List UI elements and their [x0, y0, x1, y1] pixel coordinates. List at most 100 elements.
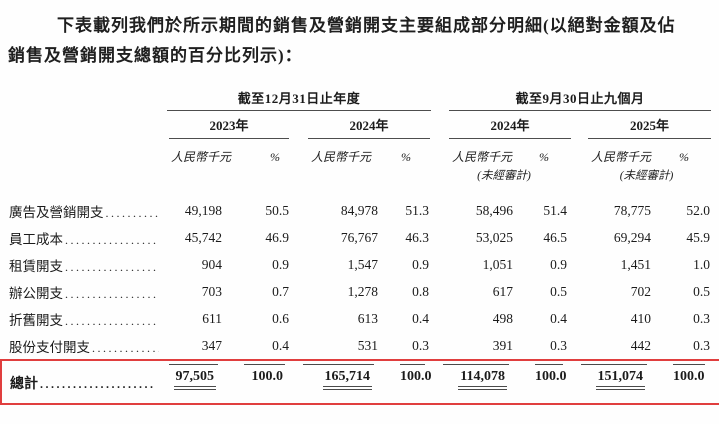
value-cell: 0.8 [412, 283, 430, 299]
value-cell: 46.3 [405, 229, 430, 245]
header-year-2024-9m: 2024年 [435, 111, 573, 139]
leader-dots: ........................................… [40, 377, 156, 391]
value-cell: 46.9 [265, 229, 289, 245]
value-cell: 531 [357, 337, 378, 353]
value-cell: 498 [492, 310, 514, 326]
unaudited-label: (未經審計) [477, 170, 531, 182]
leader-dots: ........................................… [65, 232, 159, 247]
period-group-header-row: 截至12月31日止年度 截至9月30日止九個月 [1, 87, 719, 111]
unaudited-row: (未經審計) (未經審計) [1, 167, 719, 185]
header-year-2024: 2024年 [295, 111, 435, 139]
value-cell: 442 [630, 337, 652, 353]
value-cell: 0.5 [693, 283, 711, 299]
row-label: 員工成本 [9, 231, 63, 247]
value-cell: 78,775 [613, 202, 652, 218]
row-label: 廣告及營銷開支 [9, 204, 104, 220]
total-value: 114,078 [458, 369, 508, 390]
value-cell: 0.3 [550, 337, 568, 353]
value-cell: 84,978 [340, 202, 378, 218]
value-cell: 0.6 [272, 310, 289, 326]
leader-dots: ........................................… [65, 313, 159, 328]
value-cell: 1,278 [347, 283, 378, 299]
unit-header-percent: % [270, 150, 280, 164]
sales-marketing-expenses-table: 截至12月31日止年度 截至9月30日止九個月 2023年 2024年 2024… [0, 87, 719, 405]
value-cell: 0.5 [550, 283, 568, 299]
value-cell: 1,547 [347, 256, 378, 272]
leader-dots: ........................................… [92, 340, 159, 355]
row-label: 辦公開支 [9, 285, 63, 301]
unit-header-rmb: 人民幣千元 [311, 150, 372, 164]
value-cell: 0.3 [412, 337, 430, 353]
value-cell: 69,294 [613, 229, 652, 245]
total-value: 151,074 [595, 369, 646, 390]
intro-line-2: 銷售及營銷開支總額的百分比列示)： [8, 46, 303, 65]
value-cell: 52.0 [686, 202, 711, 218]
value-cell: 49,198 [184, 202, 222, 218]
value-cell: 391 [492, 337, 514, 353]
table-row-staff-costs: 員工成本 ...................................… [1, 224, 719, 251]
table-row-office: 辦公開支 ...................................… [1, 278, 719, 305]
value-cell: 611 [202, 310, 222, 326]
header-year-2025-9m: 2025年 [573, 111, 719, 139]
value-cell: 0.3 [693, 310, 711, 326]
row-label: 租賃開支 [9, 258, 63, 274]
spacer-row [1, 185, 719, 197]
header-period-annual: 截至12月31日止年度 [161, 87, 435, 111]
leader-dots: ........................................… [65, 259, 159, 274]
value-cell: 703 [201, 283, 222, 299]
row-label: 折舊開支 [9, 312, 63, 328]
value-cell: 410 [630, 310, 652, 326]
value-cell: 0.9 [412, 256, 430, 272]
total-label: 總計 [10, 377, 38, 392]
value-cell: 58,496 [475, 202, 514, 218]
value-cell: 1,451 [620, 256, 652, 272]
unit-header-rmb: 人民幣千元 [452, 150, 513, 164]
leader-dots: ........................................… [65, 286, 159, 301]
value-cell: 45.9 [686, 229, 711, 245]
unit-header-percent: % [401, 150, 412, 164]
header-period-nine-months: 截至9月30日止九個月 [435, 87, 719, 111]
year-header-row: 2023年 2024年 2024年 2025年 [1, 111, 719, 139]
header-year-2023: 2023年 [161, 111, 295, 139]
unit-header-rmb: 人民幣千元 [171, 150, 232, 164]
table-row-advertising: 廣告及營銷開支 ................................… [1, 197, 719, 224]
total-value: 165,714 [322, 369, 372, 390]
value-cell: 1,051 [482, 256, 514, 272]
unit-header-row: 人民幣千元 % 人民幣千元 % 人民幣千元 % 人民幣千元 % [1, 139, 719, 167]
value-cell: 0.9 [550, 256, 568, 272]
value-cell: 904 [201, 256, 222, 272]
intro-paragraph: 下表載列我們於所示期間的銷售及營銷開支主要組成部分明細(以絕對金額及佔 銷售及營… [8, 11, 709, 71]
value-cell: 617 [492, 283, 514, 299]
table-row-share-based: 股份支付開支 .................................… [1, 332, 719, 360]
table-row-lease: 租賃開支 ...................................… [1, 251, 719, 278]
leader-dots: ........................................… [105, 205, 160, 220]
intro-line-1: 下表載列我們於所示期間的銷售及營銷開支主要組成部分明細(以絕對金額及佔 [57, 16, 676, 35]
value-cell: 0.3 [693, 337, 711, 353]
row-label: 股份支付開支 [9, 339, 90, 355]
value-cell: 347 [201, 337, 222, 353]
unaudited-label: (未經審計) [619, 170, 674, 182]
value-cell: 0.4 [272, 337, 289, 353]
total-value: 100.0 [251, 369, 284, 384]
unit-header-rmb: 人民幣千元 [591, 150, 652, 164]
unit-header-percent: % [539, 150, 550, 164]
value-cell: 0.7 [272, 283, 289, 299]
value-cell: 0.4 [550, 310, 568, 326]
value-cell: 51.3 [405, 202, 430, 218]
value-cell: 76,767 [340, 229, 378, 245]
table-row-depreciation: 折舊開支 ...................................… [1, 305, 719, 332]
value-cell: 50.5 [265, 202, 289, 218]
value-cell: 1.0 [693, 256, 711, 272]
total-value: 100.0 [673, 369, 705, 384]
unit-header-percent: % [679, 150, 690, 164]
value-cell: 702 [630, 283, 652, 299]
total-row-highlighted: 總計 .....................................… [0, 359, 719, 405]
total-value: 100.0 [535, 369, 567, 384]
value-cell: 51.4 [543, 202, 568, 218]
value-cell: 46.5 [543, 229, 568, 245]
value-cell: 45,742 [184, 229, 222, 245]
value-cell: 613 [357, 310, 378, 326]
value-cell: 0.4 [412, 310, 430, 326]
value-cell: 0.9 [272, 256, 289, 272]
total-value: 100.0 [400, 369, 432, 384]
